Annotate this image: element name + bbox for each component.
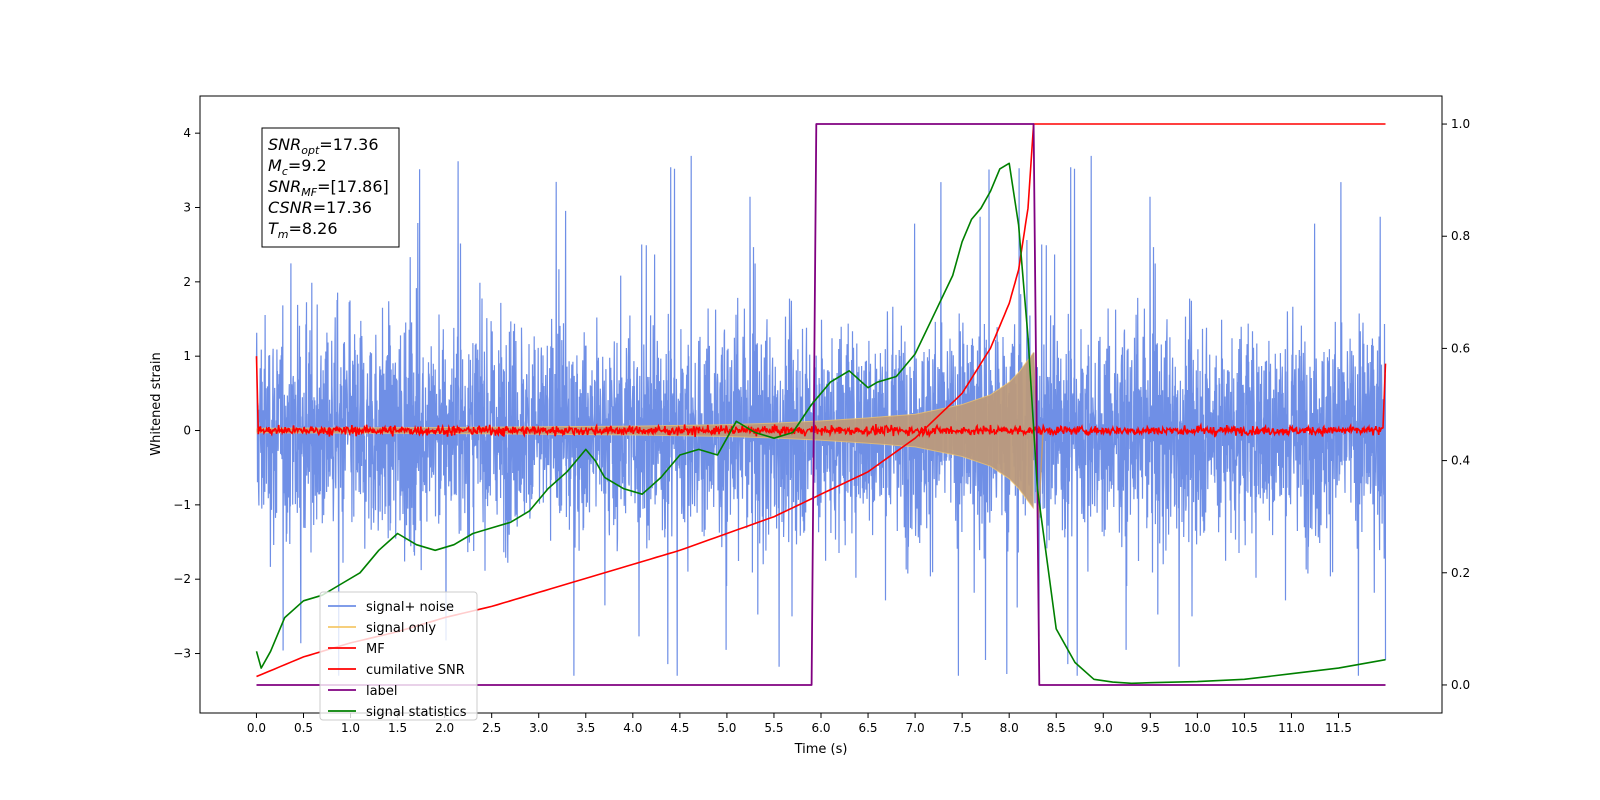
signal-noise-series (255, 155, 1387, 676)
mf-series (255, 356, 1387, 439)
x-tick-label: 4.5 (670, 721, 689, 735)
x-tick-label: 1.0 (341, 721, 360, 735)
x-axis: 0.0 0.5 1.0 1.5 2.0 2.5 3.0 3.5 4.0 4.5 5.0 5.5 6.0 6… (247, 713, 1352, 735)
legend-label: MF (366, 642, 385, 657)
x-tick-label: 8.5 (1047, 721, 1066, 735)
x-tick-label: 6.0 (811, 721, 830, 735)
legend-label: signal+ noise (366, 600, 454, 615)
x-tick-label: 10.0 (1184, 721, 1211, 735)
y2-tick-label: 0.8 (1451, 229, 1470, 243)
signal-only-upper-edge (256, 352, 1034, 429)
legend: signal+ noise signal only MF cumilative SNR… (319, 591, 478, 721)
y-axis-label: Whitened strain (149, 352, 164, 455)
legend-label: signal statistics (366, 705, 467, 720)
y-tick-label: 2 (183, 275, 191, 289)
x-tick-label: 11.0 (1278, 721, 1305, 735)
signal-noise-line (255, 155, 1387, 676)
x-tick-label: 5.5 (764, 721, 783, 735)
legend-label: label (366, 684, 397, 699)
y2-tick-label: 0.4 (1451, 454, 1470, 468)
y-axis-left: −3 −2 −1 0 1 2 3 4 (173, 126, 200, 661)
y2-tick-label: 0.2 (1451, 566, 1470, 580)
signal-statistics-line (255, 162, 1386, 685)
y-tick-label: −2 (173, 572, 191, 586)
signal-only-envelope (256, 352, 1034, 509)
y2-tick-label: 1.0 (1451, 117, 1470, 131)
annotation-line: Mc=9.2 (268, 156, 327, 178)
y-tick-label: 0 (183, 424, 191, 438)
label-series (256, 123, 1386, 686)
annotation-line: CSNR=17.36 (268, 198, 372, 217)
y-tick-label: 3 (183, 201, 191, 215)
x-tick-label: 0.5 (294, 721, 313, 735)
x-tick-label: 0.0 (247, 721, 266, 735)
y-tick-label: −3 (173, 647, 191, 661)
label-line (256, 123, 1386, 686)
y-tick-label: 4 (183, 126, 191, 140)
x-tick-label: 9.0 (1094, 721, 1113, 735)
x-tick-label: 1.5 (388, 721, 407, 735)
x-axis-label: Time (s) (794, 742, 848, 757)
x-tick-label: 9.5 (1141, 721, 1160, 735)
y2-tick-label: 0.0 (1451, 678, 1470, 692)
x-tick-label: 6.5 (858, 721, 877, 735)
annotation-line: SNRMF=[17.86] (268, 177, 389, 199)
x-tick-label: 3.0 (529, 721, 548, 735)
y-tick-label: 1 (183, 349, 191, 363)
y2-tick-label: 0.6 (1451, 341, 1470, 355)
x-tick-label: 3.5 (576, 721, 595, 735)
legend-frame (319, 591, 478, 721)
x-tick-label: 7.5 (953, 721, 972, 735)
x-tick-label: 10.5 (1231, 721, 1258, 735)
x-tick-label: 7.0 (906, 721, 925, 735)
x-tick-label: 5.0 (717, 721, 736, 735)
annotation-frame (261, 127, 400, 248)
x-tick-label: 4.0 (623, 721, 642, 735)
x-tick-label: 2.0 (435, 721, 454, 735)
parameter-annotation-box: SNRopt=17.36Mc=9.2SNRMF=[17.86]CSNR=17.3… (261, 127, 400, 248)
legend-label: cumilative SNR (366, 663, 465, 678)
signal-statistics-series (255, 162, 1386, 685)
y-axis-right: 0.0 0.2 0.4 0.6 0.8 1.0 (1442, 117, 1470, 692)
legend-label: signal only (366, 621, 436, 636)
x-tick-label: 11.5 (1325, 721, 1352, 735)
y-tick-label: −1 (173, 498, 191, 512)
mf-line (255, 356, 1387, 439)
x-tick-label: 2.5 (482, 721, 501, 735)
annotation-line: SNRopt=17.36 (268, 135, 379, 157)
annotation-line: Tm=8.26 (268, 219, 338, 241)
x-tick-label: 8.0 (1000, 721, 1019, 735)
